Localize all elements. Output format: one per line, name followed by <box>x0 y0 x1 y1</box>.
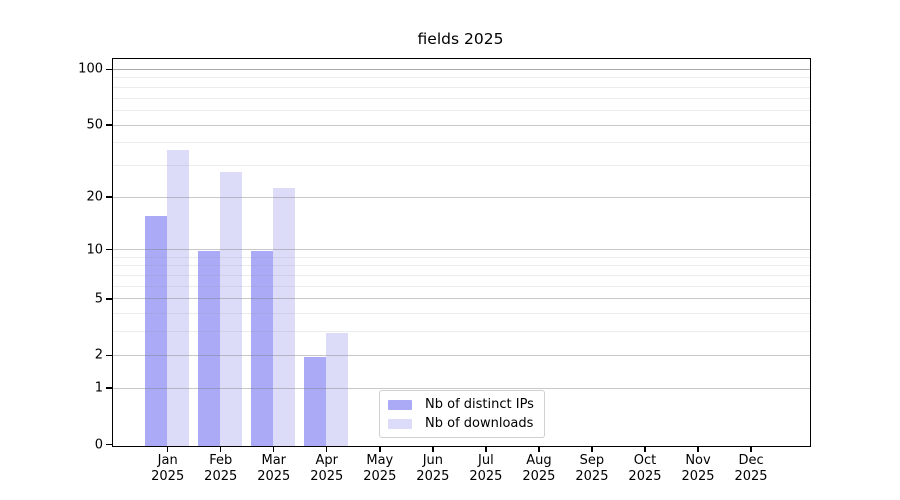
x-tick-label: Jan 2025 <box>151 453 185 484</box>
x-tick-mark <box>220 446 222 452</box>
x-tick-label: Oct 2025 <box>628 453 662 484</box>
y-major-gridline <box>113 249 810 251</box>
x-tick-label: Apr 2025 <box>310 453 344 484</box>
legend-swatch-distinct-ips <box>388 399 412 410</box>
y-tick-label: 100 <box>78 61 103 77</box>
bar-distinct-ips <box>198 251 221 446</box>
legend-swatch-downloads <box>388 418 412 429</box>
legend: Nb of distinct IPs Nb of downloads <box>379 390 545 438</box>
bar-downloads <box>273 187 296 446</box>
y-major-gridline <box>113 387 810 389</box>
x-tick-mark <box>432 446 434 452</box>
x-tick-label: Sep 2025 <box>575 453 609 484</box>
y-tick-mark <box>105 354 113 356</box>
x-tick-label: Mar 2025 <box>257 453 291 484</box>
x-tick-mark <box>326 446 328 452</box>
legend-entry-distinct-ips: Nb of distinct IPs <box>386 397 538 412</box>
y-tick-label: 10 <box>86 242 103 258</box>
y-minor-gridline <box>113 164 810 166</box>
bar-distinct-ips <box>251 251 274 446</box>
y-tick-label: 2 <box>94 347 103 363</box>
y-minor-gridline <box>113 313 810 315</box>
y-minor-gridline <box>113 109 810 111</box>
bar-distinct-ips <box>304 356 327 446</box>
x-tick-mark <box>167 446 169 452</box>
y-tick-label: 5 <box>94 291 103 307</box>
x-tick-label: Jun 2025 <box>416 453 450 484</box>
bar-distinct-ips <box>145 215 168 446</box>
x-tick-mark <box>750 446 752 452</box>
x-tick-mark <box>697 446 699 452</box>
x-tick-mark <box>538 446 540 452</box>
y-tick-label: 20 <box>86 189 103 205</box>
y-minor-gridline <box>113 142 810 144</box>
y-minor-gridline <box>113 331 810 333</box>
y-minor-gridline <box>113 275 810 277</box>
y-tick-mark <box>105 68 113 71</box>
y-major-gridline <box>113 298 810 300</box>
legend-label-distinct-ips: Nb of distinct IPs <box>425 397 534 412</box>
x-tick-mark <box>273 446 275 452</box>
y-major-gridline <box>113 68 810 70</box>
y-tick-mark <box>105 248 113 251</box>
y-minor-gridline <box>113 256 810 258</box>
bar-downloads <box>220 172 243 446</box>
y-tick-mark <box>105 298 113 300</box>
legend-entry-downloads: Nb of downloads <box>386 416 538 431</box>
y-minor-gridline <box>113 265 810 267</box>
y-minor-gridline <box>113 77 810 79</box>
bar-downloads <box>167 150 190 446</box>
y-minor-gridline <box>113 86 810 88</box>
legend-label-downloads: Nb of downloads <box>425 416 534 431</box>
plot-area <box>112 58 811 447</box>
x-tick-label: Dec 2025 <box>734 453 768 484</box>
x-tick-mark <box>644 446 646 452</box>
x-tick-label: Jul 2025 <box>469 453 503 484</box>
chart-title: fields 2025 <box>417 30 504 48</box>
x-tick-mark <box>379 446 381 452</box>
y-major-gridline <box>113 124 810 126</box>
x-tick-mark <box>591 446 593 452</box>
bar-downloads <box>326 333 349 446</box>
x-tick-label: Aug 2025 <box>522 453 556 484</box>
y-major-gridline <box>113 196 810 198</box>
y-tick-label: 50 <box>86 117 103 133</box>
y-tick-mark <box>105 124 113 126</box>
y-minor-gridline <box>113 285 810 287</box>
y-tick-mark <box>105 443 113 446</box>
x-tick-label: Nov 2025 <box>681 453 715 484</box>
y-major-gridline <box>113 354 810 356</box>
x-tick-label: Feb 2025 <box>204 453 238 484</box>
y-tick-label: 1 <box>94 380 103 396</box>
y-tick-mark <box>105 196 113 198</box>
y-minor-gridline <box>113 97 810 99</box>
x-tick-label: May 2025 <box>363 453 397 484</box>
y-tick-label: 0 <box>94 437 103 452</box>
y-tick-mark <box>105 387 113 389</box>
x-tick-mark <box>485 446 487 452</box>
